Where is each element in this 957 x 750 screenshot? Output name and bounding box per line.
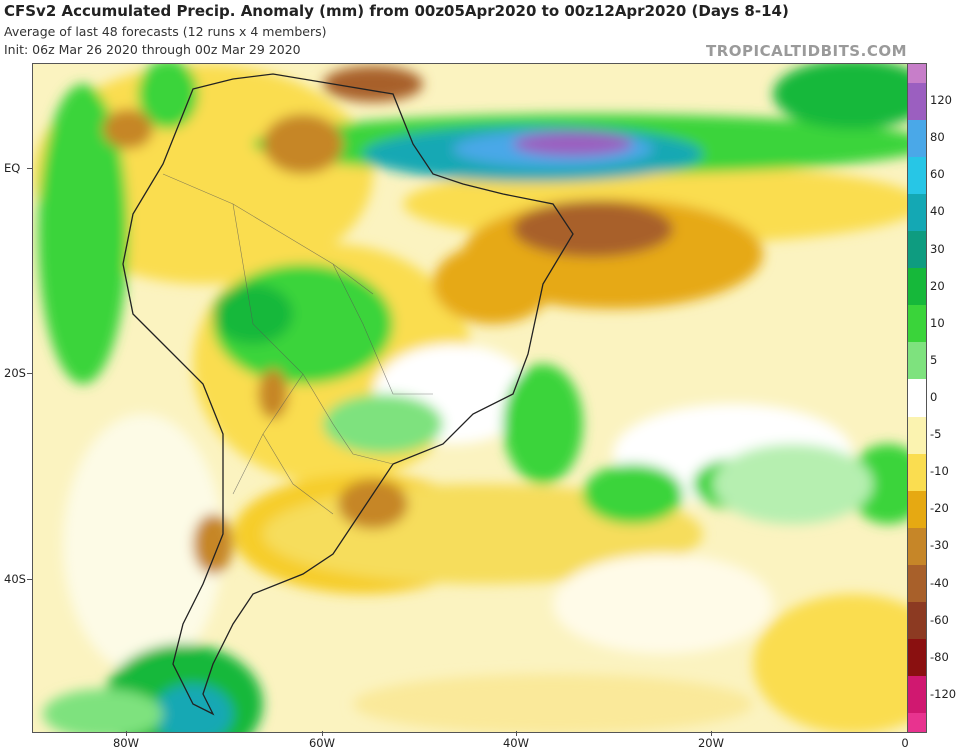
colorbar-swatch xyxy=(908,230,926,269)
colorbar-swatch xyxy=(908,82,926,120)
colorbar-label: 40 xyxy=(930,204,945,219)
colorbar-label: -60 xyxy=(930,612,949,627)
lon-tick xyxy=(126,731,127,736)
colorbar-label: 60 xyxy=(930,167,945,182)
colorbar-swatch xyxy=(908,453,926,491)
colorbar-swatch xyxy=(908,676,926,714)
lon-label-20w: 20W xyxy=(697,736,725,750)
lon-tick xyxy=(322,731,323,736)
colorbar-swatch xyxy=(908,602,926,640)
colorbar-swatch xyxy=(908,193,926,231)
lon-label-60w: 60W xyxy=(308,736,336,750)
lon-tick xyxy=(516,731,517,736)
colorbar-swatch xyxy=(908,564,926,603)
init-time: Init: 06z Mar 26 2020 through 00z Mar 29… xyxy=(4,42,301,57)
precip-anomaly-map xyxy=(32,63,908,733)
lat-tick xyxy=(27,168,32,169)
colorbar-label: -5 xyxy=(930,427,942,442)
colorbar-label: 5 xyxy=(930,352,938,367)
colorbar xyxy=(907,63,927,733)
colorbar-label: 80 xyxy=(930,130,945,145)
country-borders xyxy=(162,173,433,515)
colorbar-swatch xyxy=(908,268,926,306)
map-subtitle: Average of last 48 forecasts (12 runs x … xyxy=(4,24,327,39)
colorbar-swatch xyxy=(908,379,926,417)
lon-tick xyxy=(711,731,712,736)
colorbar-swatch xyxy=(908,527,926,565)
colorbar-bottom-extension xyxy=(908,713,926,732)
colorbar-label: -80 xyxy=(930,649,949,664)
colorbar-swatch xyxy=(908,156,926,194)
map-canvas xyxy=(33,64,907,732)
colorbar-label: 0 xyxy=(930,390,938,404)
colorbar-swatch xyxy=(908,342,926,380)
colorbar-label: 120 xyxy=(930,93,952,108)
colorbar-top-extension xyxy=(908,64,926,83)
south-america-outline xyxy=(122,73,574,716)
lat-tick xyxy=(27,373,32,374)
lon-label-40w: 40W xyxy=(502,736,530,750)
colorbar-swatch xyxy=(908,305,926,343)
colorbar-label: -120 xyxy=(930,686,957,701)
colorbar-label: 20 xyxy=(930,278,945,293)
colorbar-swatch xyxy=(908,416,926,454)
colorbar-label: 30 xyxy=(930,241,945,256)
colorbar-label: -30 xyxy=(930,538,949,553)
map-title: CFSv2 Accumulated Precip. Anomaly (mm) f… xyxy=(4,2,789,20)
colorbar-swatch xyxy=(908,639,926,677)
colorbar-swatch xyxy=(908,490,926,528)
lat-label-40s: 40S xyxy=(4,572,26,586)
colorbar-label: -40 xyxy=(930,575,949,590)
lat-label-20s: 20S xyxy=(4,366,26,380)
lat-label-eq: EQ xyxy=(4,161,21,175)
brand-watermark: TROPICALTIDBITS.COM xyxy=(706,42,907,60)
colorbar-label: -20 xyxy=(930,501,949,516)
lon-label-0: 0 xyxy=(901,736,909,750)
colorbar-label: -10 xyxy=(930,464,949,479)
lon-label-80w: 80W xyxy=(112,736,140,750)
lat-tick xyxy=(27,579,32,580)
colorbar-label: 10 xyxy=(930,315,945,330)
colorbar-swatch xyxy=(908,119,926,157)
